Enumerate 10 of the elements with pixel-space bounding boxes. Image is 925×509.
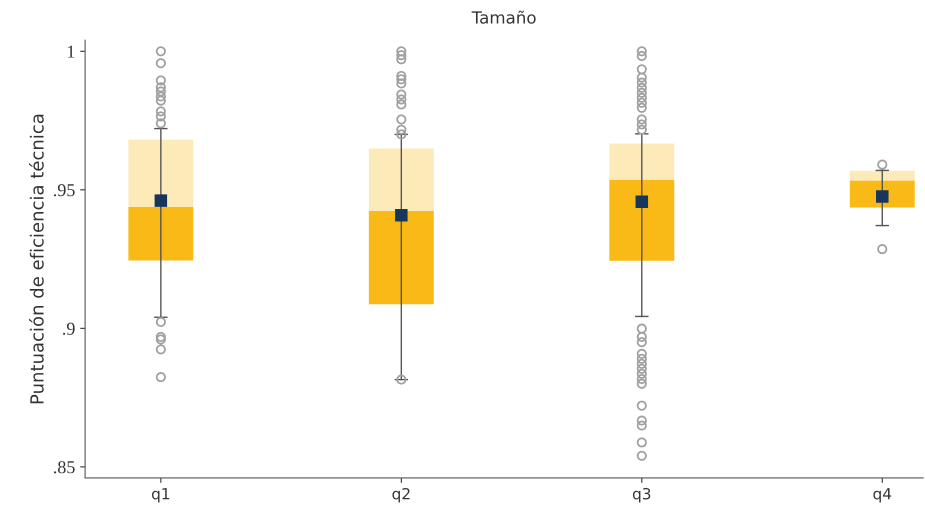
- y-tick-label: .9: [63, 322, 75, 335]
- y-axis-title: Puntuación de eficiencia técnica: [29, 114, 44, 404]
- x-tick-label: q1: [152, 488, 170, 502]
- y-tick-label: .85: [54, 461, 75, 474]
- x-tick-label: q3: [632, 488, 650, 502]
- x-tick-label: q4: [873, 488, 892, 502]
- chart-title: Tamaño: [472, 10, 536, 24]
- y-tick-label: 1: [68, 46, 74, 58]
- x-tick-label: q2: [392, 488, 410, 502]
- y-tick-label: .95: [54, 184, 75, 196]
